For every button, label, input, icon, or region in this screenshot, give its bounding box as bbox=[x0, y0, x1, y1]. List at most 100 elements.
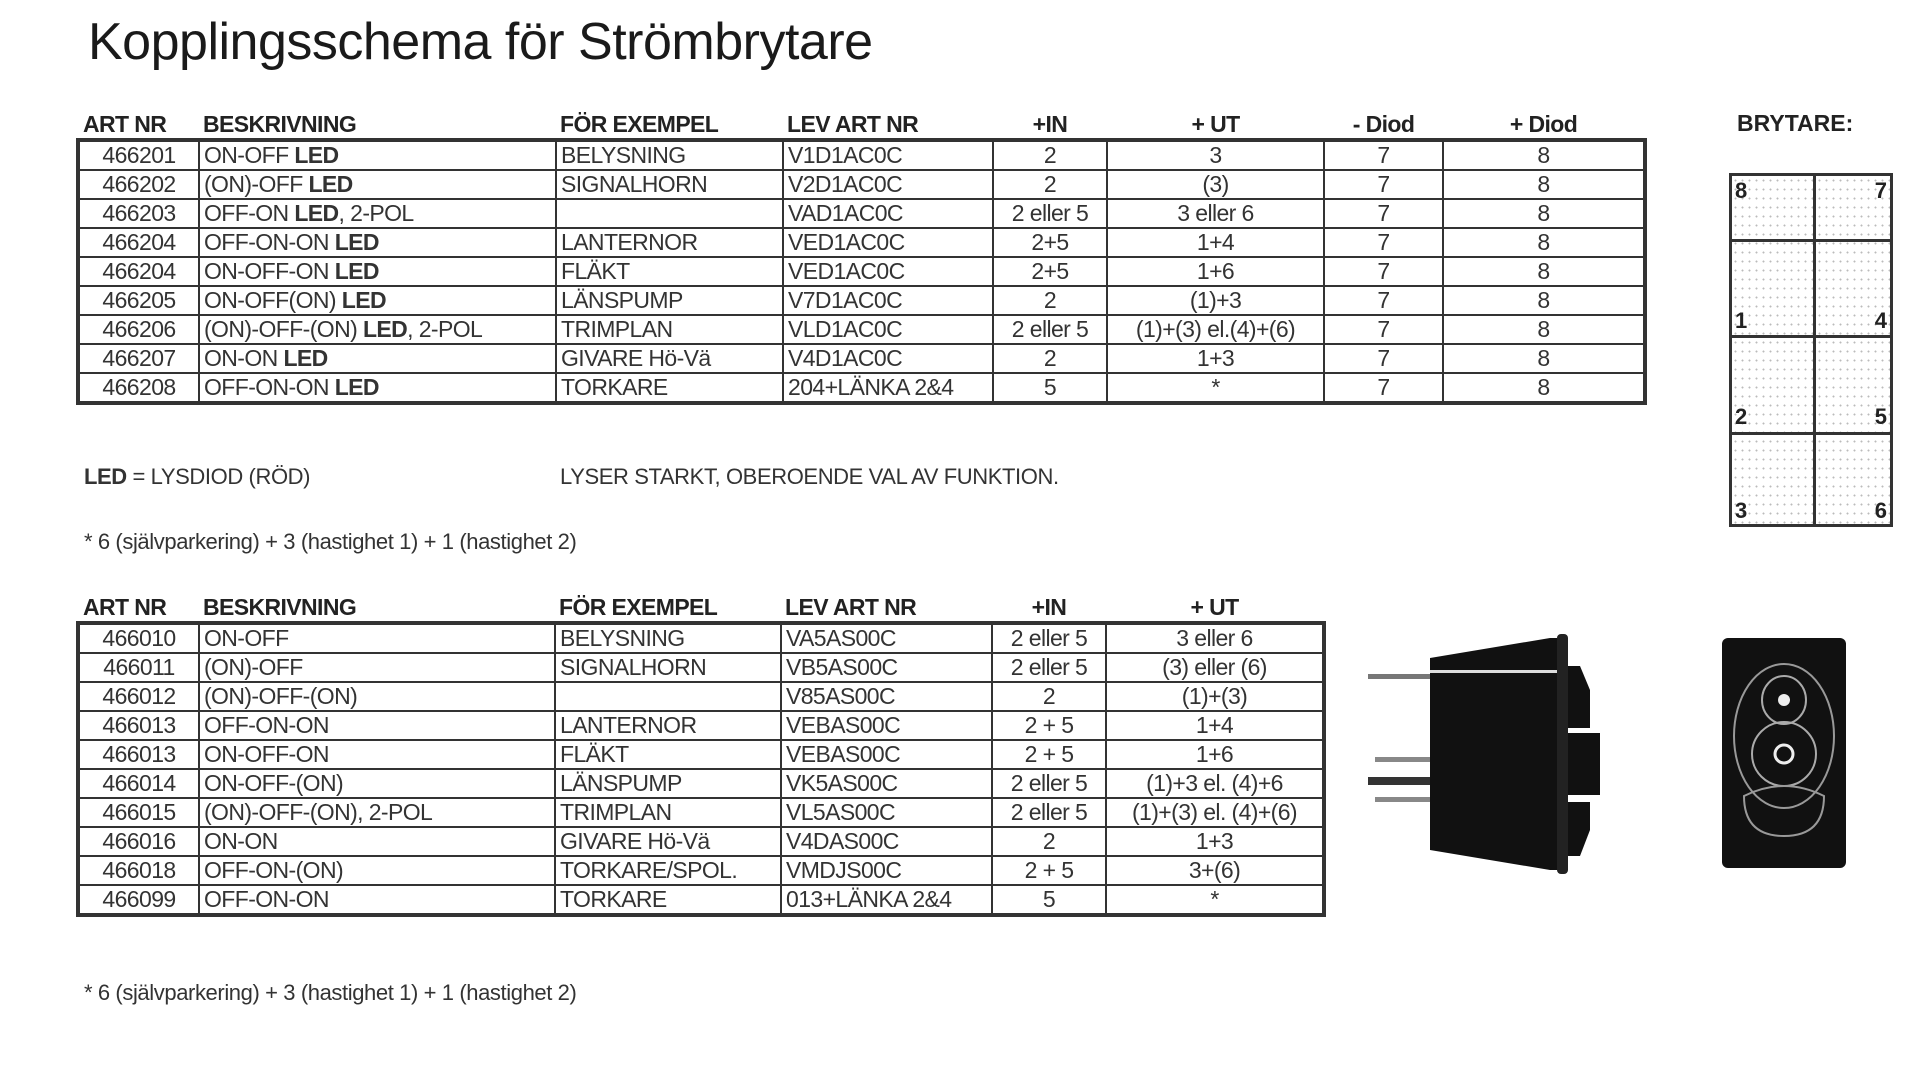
in-cell: 2 bbox=[992, 343, 1108, 374]
in-cell: 2 + 5 bbox=[991, 710, 1107, 741]
pin-label: 2 bbox=[1735, 404, 1748, 429]
beskrivning-cell: OFF-ON-ON LED bbox=[198, 227, 557, 258]
pin-label: 4 bbox=[1874, 308, 1887, 333]
in-cell: 2 eller 5 bbox=[991, 652, 1107, 683]
table-row: 466207 ON-ON LED GIVARE Hö-Vä V4D1AC0C 2 1+3 7… bbox=[78, 343, 1645, 374]
art-nr-cell: 466014 bbox=[78, 768, 200, 799]
ut-cell: 3+(6) bbox=[1105, 855, 1324, 886]
desc-led: LED bbox=[341, 287, 387, 313]
ut-cell: 1+4 bbox=[1105, 710, 1324, 741]
led-switch-table: ART NR BESKRIVNING FÖR EXEMPEL LEV ART N… bbox=[76, 108, 1647, 405]
desc-led: LED bbox=[294, 142, 339, 168]
col-ut: + UT bbox=[1190, 594, 1239, 620]
for-exempel-cell: FLÄKT bbox=[555, 256, 784, 287]
minus-diod-cell: 7 bbox=[1323, 372, 1444, 403]
desc-text: OFF-ON-ON bbox=[204, 374, 335, 400]
minus-diod-cell: 7 bbox=[1323, 140, 1444, 171]
lev-art-nr-cell: V4D1AC0C bbox=[782, 343, 994, 374]
for-exempel-cell: LANTERNOR bbox=[554, 710, 782, 741]
ut-cell: (3) eller (6) bbox=[1105, 652, 1324, 683]
in-cell: 2 eller 5 bbox=[992, 198, 1108, 229]
in-cell: 2+5 bbox=[992, 227, 1108, 258]
led-note-right: LYSER STARKT, OBEROENDE VAL AV FUNKTION. bbox=[560, 464, 1059, 489]
ut-cell: * bbox=[1106, 372, 1325, 403]
rocker-switch-side-view bbox=[1368, 634, 1600, 874]
table-row: 466204 ON-OFF-ON LED FLÄKT VED1AC0C 2+5 1+6 7 8 bbox=[78, 256, 1645, 287]
col-lev-art-nr: LEV ART NR bbox=[787, 111, 919, 137]
lev-art-nr-cell: VL5AS00C bbox=[780, 797, 993, 828]
desc-text: OFF-ON-ON bbox=[204, 229, 335, 255]
ut-cell: 1+6 bbox=[1105, 739, 1324, 770]
art-nr-cell: 466010 bbox=[78, 623, 200, 654]
pin-layout-diagram: 8 7 1 4 2 5 3 6 bbox=[1729, 173, 1893, 527]
pin-label: 3 bbox=[1735, 498, 1748, 523]
art-nr-cell: 466011 bbox=[78, 652, 200, 683]
table-row: 466013 OFF-ON-ON LANTERNOR VEBAS00C 2 + 5 1+4 bbox=[78, 710, 1324, 741]
beskrivning-cell: OFF-ON-ON bbox=[198, 884, 556, 915]
art-nr-cell: 466208 bbox=[78, 372, 200, 403]
table-row: 466012 (ON)-OFF-(ON) V85AS00C 2 (1)+(3) bbox=[78, 681, 1324, 712]
desc-led: LED bbox=[362, 316, 408, 342]
in-cell: 2 + 5 bbox=[991, 855, 1107, 886]
beskrivning-cell: (ON)-OFF-(ON) LED, 2-POL bbox=[198, 314, 557, 345]
plus-diod-cell: 8 bbox=[1442, 285, 1645, 316]
rocker-switch-front-view bbox=[1722, 638, 1846, 868]
desc-led: LED bbox=[334, 258, 380, 284]
art-nr-cell: 466202 bbox=[78, 169, 200, 200]
art-nr-cell: 466203 bbox=[78, 198, 200, 229]
ut-cell: 3 eller 6 bbox=[1105, 623, 1324, 654]
art-nr-cell: 466015 bbox=[78, 797, 200, 828]
plus-diod-cell: 8 bbox=[1442, 343, 1645, 374]
art-nr-cell: 466013 bbox=[78, 739, 200, 770]
for-exempel-cell: TORKARE/SPOL. bbox=[554, 855, 782, 886]
for-exempel-cell: TRIMPLAN bbox=[555, 314, 784, 345]
desc-led: LED bbox=[308, 171, 353, 197]
desc-text: ON-ON bbox=[204, 345, 284, 371]
art-nr-cell: 466012 bbox=[78, 681, 200, 712]
art-nr-cell: 466207 bbox=[78, 343, 200, 374]
ut-cell: 1+6 bbox=[1106, 256, 1325, 287]
desc-text: OFF-ON bbox=[204, 200, 295, 226]
lev-art-nr-cell: VLD1AC0C bbox=[782, 314, 994, 345]
for-exempel-cell: LÄNSPUMP bbox=[555, 285, 784, 316]
col-minus-diod: - Diod bbox=[1352, 111, 1415, 137]
minus-diod-cell: 7 bbox=[1323, 256, 1444, 287]
desc-text: (ON)-OFF bbox=[204, 171, 309, 197]
ut-cell: * bbox=[1105, 884, 1324, 915]
col-beskrivning: BESKRIVNING bbox=[203, 594, 357, 620]
beskrivning-cell: ON-ON LED bbox=[198, 343, 557, 374]
desc-led: LED bbox=[283, 345, 328, 371]
art-nr-cell: 466016 bbox=[78, 826, 200, 857]
in-cell: 2 eller 5 bbox=[991, 768, 1107, 799]
beskrivning-cell: (ON)-OFF-(ON), 2-POL bbox=[198, 797, 556, 828]
table-row: 466014 ON-OFF-(ON) LÄNSPUMP VK5AS00C 2 eller… bbox=[78, 768, 1324, 799]
for-exempel-cell: SIGNALHORN bbox=[554, 652, 782, 683]
plus-diod-cell: 8 bbox=[1442, 372, 1645, 403]
ut-cell: (1)+3 el. (4)+6 bbox=[1105, 768, 1324, 799]
plus-diod-cell: 8 bbox=[1442, 314, 1645, 345]
ut-cell: 1+3 bbox=[1106, 343, 1325, 374]
lev-art-nr-cell: VK5AS00C bbox=[780, 768, 993, 799]
beskrivning-cell: (ON)-OFF bbox=[198, 652, 556, 683]
beskrivning-cell: OFF-ON-(ON) bbox=[198, 855, 556, 886]
in-cell: 2 bbox=[992, 169, 1108, 200]
for-exempel-cell: LANTERNOR bbox=[555, 227, 784, 258]
brytare-label: BRYTARE: bbox=[1737, 110, 1854, 136]
ut-cell: (3) bbox=[1106, 169, 1325, 200]
lev-art-nr-cell: VB5AS00C bbox=[780, 652, 993, 683]
plus-diod-cell: 8 bbox=[1442, 227, 1645, 258]
pin-label: 6 bbox=[1874, 498, 1887, 523]
table-row: 466015 (ON)-OFF-(ON), 2-POL TRIMPLAN VL5AS0… bbox=[78, 797, 1324, 828]
in-cell: 2 bbox=[991, 826, 1107, 857]
for-exempel-cell: BELYSNING bbox=[554, 623, 782, 654]
minus-diod-cell: 7 bbox=[1323, 314, 1444, 345]
divider bbox=[1732, 335, 1890, 338]
minus-diod-cell: 7 bbox=[1323, 169, 1444, 200]
lev-art-nr-cell: VAD1AC0C bbox=[782, 198, 994, 229]
table-row: 466202 (ON)-OFF LED SIGNALHORN V2D1AC0C 2 (3)… bbox=[78, 169, 1645, 200]
desc-led: LED bbox=[294, 200, 339, 226]
lev-art-nr-cell: V2D1AC0C bbox=[782, 169, 994, 200]
for-exempel-cell bbox=[555, 198, 784, 229]
minus-diod-cell: 7 bbox=[1323, 227, 1444, 258]
lev-art-nr-cell: 013+LÄNKA 2&4 bbox=[780, 884, 993, 915]
